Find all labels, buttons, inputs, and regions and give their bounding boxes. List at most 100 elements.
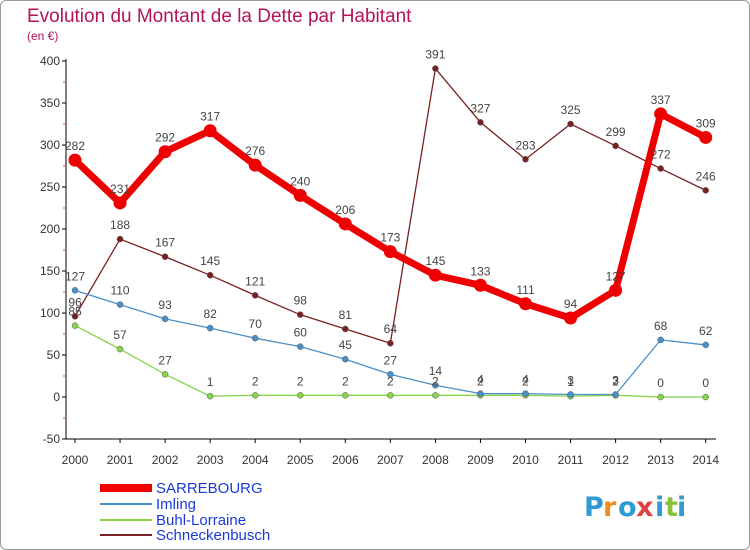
data-label-schneckenbusch: 81: [339, 308, 353, 322]
data-label-imling: 70: [249, 317, 263, 331]
data-point-buhl-lorraine: [251, 392, 259, 399]
data-point-schneckenbusch: [71, 313, 79, 320]
data-point-buhl-lorraine: [387, 392, 394, 399]
logo-letter: P: [584, 492, 604, 523]
data-point-schneckenbusch: [522, 156, 529, 163]
data-point-sarrebourg: [293, 188, 307, 202]
logo-letter: i: [655, 492, 664, 523]
data-label-schneckenbusch: 246: [696, 169, 716, 183]
legend-label-buhl-lorraine: Buhl-Lorraine: [156, 512, 246, 529]
data-label-imling: 45: [339, 338, 353, 352]
data-label-schneckenbusch: 167: [155, 236, 175, 250]
data-label-sarrebourg: 337: [651, 93, 671, 107]
data-label-schneckenbusch: 272: [651, 148, 671, 162]
logo-letter: i: [677, 492, 686, 523]
legend-label-imling: Imling: [156, 496, 196, 513]
data-label-sarrebourg: 231: [110, 182, 130, 196]
data-label-imling: 3: [612, 373, 619, 387]
data-point-buhl-lorraine: [657, 393, 664, 401]
data-point-imling: [251, 334, 259, 342]
data-label-schneckenbusch: 283: [515, 138, 535, 152]
data-label-schneckenbusch: 145: [200, 254, 220, 268]
data-label-buhl-lorraine: 57: [113, 328, 127, 342]
data-label-imling: 68: [654, 319, 668, 333]
data-point-sarrebourg: [519, 297, 532, 311]
data-point-imling: [477, 390, 484, 397]
data-point-imling: [342, 355, 349, 363]
data-point-schneckenbusch: [251, 292, 259, 299]
x-tick-label: 2012: [602, 453, 629, 467]
data-label-imling: 110: [110, 284, 129, 298]
data-point-schneckenbusch: [297, 311, 304, 318]
data-point-buhl-lorraine: [116, 345, 124, 353]
data-label-sarrebourg: 111: [516, 283, 535, 297]
data-point-imling: [387, 371, 394, 378]
data-label-schneckenbusch: 299: [606, 125, 626, 139]
data-label-sarrebourg: 94: [564, 297, 578, 311]
data-label-schneckenbusch: 391: [425, 48, 445, 62]
y-tick-label: 100: [40, 306, 60, 320]
data-label-buhl-lorraine: 1: [567, 375, 574, 389]
data-point-schneckenbusch: [342, 325, 349, 333]
data-point-imling: [522, 390, 529, 397]
y-tick-label: 350: [40, 96, 60, 110]
data-point-schneckenbusch: [432, 65, 439, 72]
data-point-imling: [432, 381, 439, 389]
data-label-schneckenbusch: 98: [294, 294, 308, 308]
data-point-sarrebourg: [158, 145, 172, 159]
x-tick-label: 2010: [512, 453, 539, 467]
y-tick-label: 50: [47, 348, 61, 362]
y-tick-label: 200: [40, 222, 60, 236]
data-point-imling: [657, 336, 664, 344]
data-label-imling: 93: [158, 298, 172, 312]
y-tick-label: 400: [40, 54, 60, 68]
data-point-imling: [116, 301, 124, 308]
data-point-schneckenbusch: [206, 271, 214, 279]
data-point-sarrebourg: [68, 153, 82, 167]
y-tick-label: 150: [40, 264, 60, 278]
chart-title: Evolution du Montant de la Dette par Hab…: [27, 6, 412, 27]
data-point-schneckenbusch: [387, 339, 394, 347]
logo-letter: t: [665, 492, 678, 523]
legend-label-schneckenbusch: Schneckenbusch: [156, 527, 270, 544]
data-label-sarrebourg: 206: [335, 203, 355, 217]
data-label-buhl-lorraine: 2: [522, 374, 529, 388]
data-point-buhl-lorraine: [342, 392, 349, 399]
data-point-sarrebourg: [338, 217, 352, 231]
data-label-buhl-lorraine: 2: [477, 374, 484, 388]
data-label-buhl-lorraine: 2: [432, 374, 439, 388]
data-label-imling: 4: [477, 373, 484, 387]
y-tick-label: 250: [40, 180, 60, 194]
data-label-sarrebourg: 127: [606, 269, 626, 283]
x-tick-label: 2003: [197, 453, 224, 467]
data-point-imling: [567, 391, 574, 398]
y-tick-label: -50: [43, 432, 61, 446]
logo-letter: o: [618, 492, 637, 523]
data-point-schneckenbusch: [477, 119, 484, 126]
x-tick-label: 2006: [332, 453, 359, 467]
data-label-imling: 14: [429, 364, 443, 378]
data-label-schneckenbusch: 64: [384, 322, 398, 336]
data-label-buhl-lorraine: 0: [702, 376, 709, 390]
data-point-buhl-lorraine: [432, 392, 439, 399]
data-label-buhl-lorraine: 0: [657, 376, 664, 390]
data-label-sarrebourg: 317: [200, 110, 220, 124]
data-label-sarrebourg: 276: [245, 144, 265, 158]
data-point-schneckenbusch: [567, 120, 574, 128]
data-label-buhl-lorraine: 2: [342, 374, 349, 388]
data-point-sarrebourg: [564, 311, 578, 325]
data-point-buhl-lorraine: [71, 322, 79, 329]
data-point-imling: [71, 287, 79, 294]
data-point-schneckenbusch: [657, 165, 664, 172]
x-tick-label: 2014: [692, 453, 719, 467]
data-point-buhl-lorraine: [206, 392, 214, 400]
data-point-schneckenbusch: [116, 235, 124, 243]
data-point-sarrebourg: [609, 283, 623, 297]
y-tick-label: 0: [53, 390, 60, 404]
data-label-sarrebourg: 282: [65, 139, 85, 153]
data-label-buhl-lorraine: 1: [207, 375, 214, 389]
x-tick-label: 2013: [647, 453, 674, 467]
